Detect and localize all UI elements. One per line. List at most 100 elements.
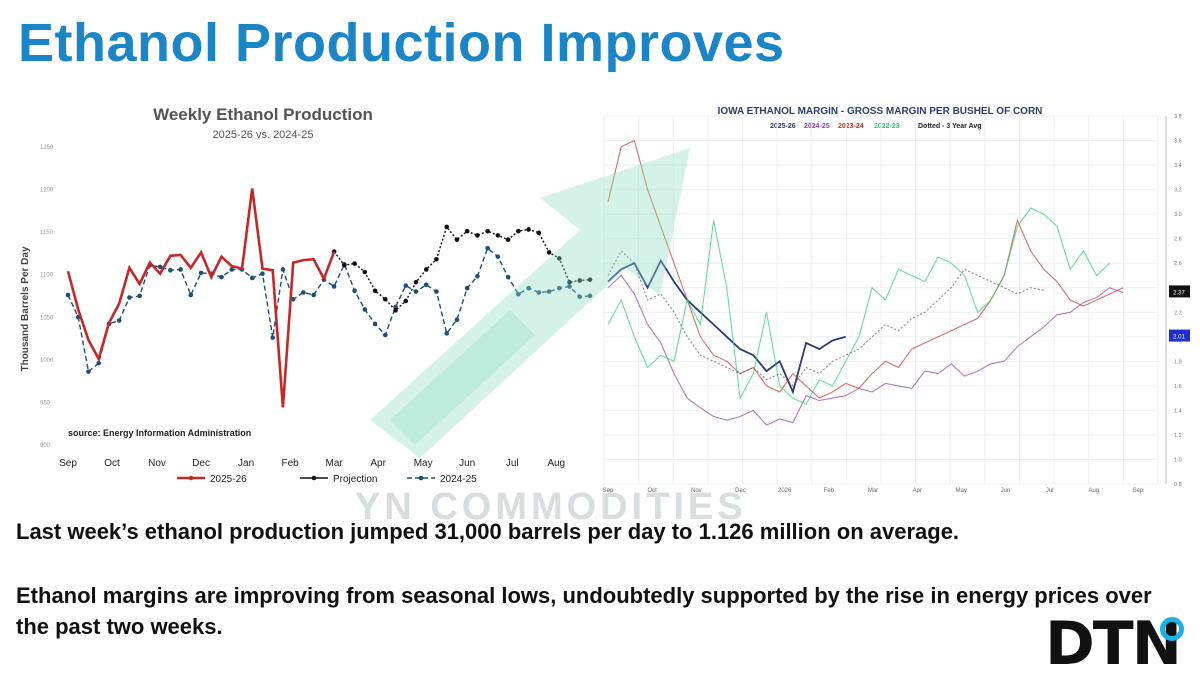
chart2-ytick: 3.0	[1174, 212, 1182, 218]
weekly-ethanol-chart-svg: Weekly Ethanol Production 2025-26 vs. 20…	[20, 105, 593, 485]
value-badge-text: 2.01	[1173, 335, 1185, 341]
chart1-xtick: Aug	[547, 458, 565, 469]
iowa-series-202526	[607, 258, 846, 395]
data-point	[352, 288, 357, 294]
legend-marker	[188, 475, 194, 481]
chart2-legend-label: 2023-24	[838, 123, 864, 130]
data-point	[475, 273, 480, 279]
data-point	[393, 308, 398, 313]
data-point	[372, 288, 378, 294]
data-point	[219, 274, 224, 280]
chart2-ytick: 1.2	[1174, 433, 1182, 439]
data-point	[505, 274, 511, 280]
value-badge-text: 2.37	[1173, 290, 1185, 296]
iowa-margin-chart: IOWA ETHANOL MARGIN - GROSS MARGIN PER B…	[598, 94, 1190, 496]
data-point	[362, 307, 368, 312]
chart2-legend-label: 2022-23	[874, 123, 900, 130]
data-point	[444, 224, 450, 230]
data-point	[485, 245, 490, 251]
series-line-202526	[66, 188, 336, 408]
chart1-ytick: 1200	[40, 188, 54, 194]
data-point	[587, 277, 593, 282]
data-point	[372, 321, 378, 327]
data-point	[382, 296, 388, 302]
legend-label: 2024-25	[440, 474, 477, 485]
chart1-title: Weekly Ethanol Production	[153, 105, 373, 124]
data-point	[198, 270, 204, 276]
data-point	[587, 293, 593, 299]
series-line-projection	[333, 225, 591, 312]
chart2-xtick: Oct	[647, 488, 657, 494]
chart2-ytick: 3.6	[1174, 139, 1182, 145]
chart2-xtick: Nov	[691, 488, 702, 494]
chart1-xtick: Jul	[506, 458, 519, 469]
chart2-ytick: 3.4	[1174, 163, 1182, 169]
chart2-xtick: Mar	[868, 488, 878, 494]
chart1-xtick: Apr	[370, 458, 386, 469]
data-point	[495, 233, 501, 238]
data-point	[188, 292, 194, 298]
value-badge	[1169, 285, 1190, 298]
chart1-xtick: Dec	[192, 458, 210, 469]
data-point	[362, 269, 368, 275]
data-point	[454, 317, 460, 322]
data-point	[280, 267, 286, 272]
data-point	[270, 335, 276, 340]
chart2-ytick: 2.2	[1174, 310, 1182, 316]
iowa-series-202223	[607, 207, 1111, 406]
data-point	[516, 291, 521, 297]
chart1-ytick: 1000	[40, 358, 54, 364]
legend-marker	[311, 475, 317, 481]
data-point	[229, 267, 235, 272]
legend-label: 2025-26	[210, 474, 247, 485]
chart2-legend-label: 2025-26	[770, 123, 796, 130]
data-point	[301, 290, 306, 295]
chart1-subtitle: 2025-26 vs. 2024-25	[213, 129, 314, 141]
data-point	[423, 282, 429, 288]
chart1-xtick: Feb	[281, 458, 299, 469]
chart1-xtick: Nov	[148, 458, 166, 469]
data-point	[260, 271, 265, 277]
chart1-ytick: 1250	[40, 145, 54, 151]
chart1-xtick: May	[414, 458, 433, 469]
chart1-ylabel: Thousand Barrels Per Day	[20, 246, 31, 371]
data-point	[342, 262, 347, 268]
chart1-xtick: Jan	[238, 458, 254, 469]
chart1-ytick: 950	[40, 400, 51, 406]
iowa-series-3yearavg	[607, 250, 1044, 387]
data-point	[526, 285, 531, 291]
data-point	[403, 283, 409, 288]
chart2-ytick: 1.0	[1174, 457, 1182, 463]
watermark-text: YN COMMODITIES	[355, 486, 747, 528]
chart2-ytick: 3.8	[1174, 114, 1182, 120]
chart2-xtick: Jun	[1001, 488, 1011, 494]
data-point	[454, 237, 460, 242]
chart1-ytick: 1150	[40, 230, 54, 236]
legend-label: Projection	[333, 474, 377, 485]
chart2-ytick: 1.6	[1174, 384, 1182, 390]
chart1-xtick: Oct	[104, 458, 120, 469]
iowa-margin-chart-svg: IOWA ETHANOL MARGIN - GROSS MARGIN PER B…	[598, 94, 1190, 496]
chart2-ytick: 0.8	[1174, 482, 1182, 488]
chart2-xtick: May	[956, 488, 967, 494]
data-point	[444, 331, 450, 336]
data-point	[116, 318, 122, 323]
data-point	[475, 233, 480, 238]
data-point	[434, 289, 439, 294]
chart2-xtick: Feb	[824, 488, 835, 494]
value-badge	[1169, 329, 1190, 342]
chart2-ytick: 1.8	[1174, 359, 1182, 365]
chart2-ytick: 1.4	[1174, 408, 1182, 414]
chart1-ytick: 1050	[40, 315, 54, 321]
chart1-ytick: 900	[40, 443, 51, 449]
chart2-legend-label: 2024-25	[804, 123, 830, 130]
dtn-logo-dot-icon	[1160, 617, 1184, 641]
data-point	[495, 254, 501, 259]
data-point	[311, 292, 316, 298]
chart1-xtick: Sep	[59, 458, 77, 469]
data-point	[464, 285, 470, 291]
data-point	[464, 228, 470, 234]
data-point	[556, 256, 562, 261]
data-point	[567, 284, 572, 289]
data-point	[434, 256, 439, 262]
